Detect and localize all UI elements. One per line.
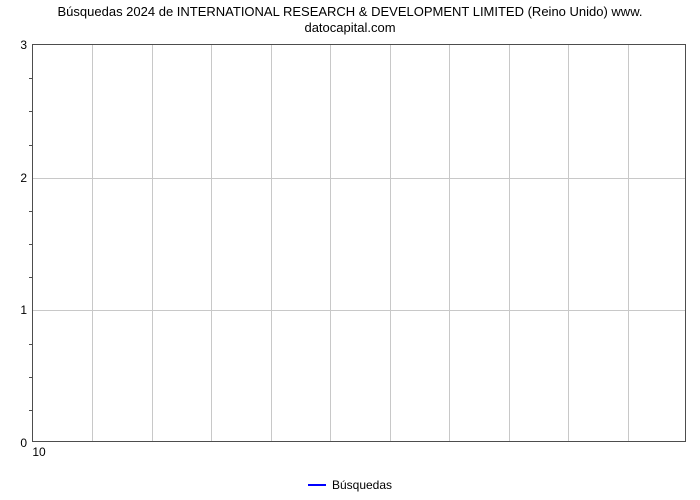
grid-vertical <box>509 45 510 441</box>
legend-label: Búsquedas <box>332 478 392 492</box>
y-tick-label: 0 <box>20 436 33 450</box>
y-tick-label: 2 <box>20 171 33 185</box>
y-minor-tick <box>29 277 33 278</box>
y-minor-tick <box>29 410 33 411</box>
grid-vertical <box>449 45 450 441</box>
y-minor-tick <box>29 145 33 146</box>
y-minor-tick <box>29 78 33 79</box>
plot-area: 012310 <box>32 44 686 442</box>
grid-vertical <box>92 45 93 441</box>
x-tick-label: 10 <box>32 441 45 459</box>
y-minor-tick <box>29 211 33 212</box>
grid-horizontal <box>33 310 685 311</box>
grid-vertical <box>568 45 569 441</box>
chart-title: Búsquedas 2024 de INTERNATIONAL RESEARCH… <box>0 4 700 37</box>
y-tick-label: 3 <box>20 38 33 52</box>
grid-vertical <box>211 45 212 441</box>
legend-swatch <box>308 484 326 486</box>
grid-vertical <box>330 45 331 441</box>
y-minor-tick <box>29 377 33 378</box>
y-minor-tick <box>29 344 33 345</box>
chart-container: Búsquedas 2024 de INTERNATIONAL RESEARCH… <box>0 0 700 500</box>
y-tick-label: 1 <box>20 303 33 317</box>
chart-title-line1: Búsquedas 2024 de INTERNATIONAL RESEARCH… <box>0 4 700 20</box>
chart-title-line2: datocapital.com <box>0 20 700 36</box>
grid-vertical <box>152 45 153 441</box>
legend: Búsquedas <box>0 478 700 492</box>
grid-vertical <box>271 45 272 441</box>
grid-vertical <box>628 45 629 441</box>
grid-horizontal <box>33 178 685 179</box>
y-minor-tick <box>29 111 33 112</box>
y-minor-tick <box>29 244 33 245</box>
grid-vertical <box>390 45 391 441</box>
